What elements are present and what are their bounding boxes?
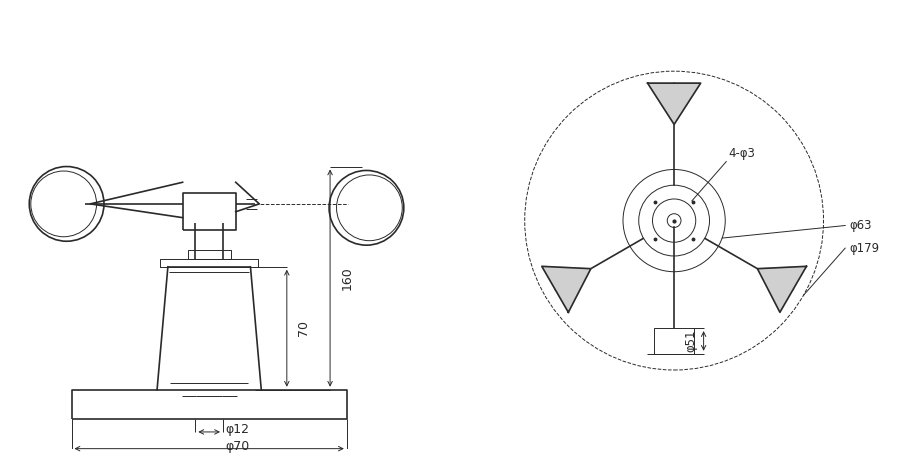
Text: 160: 160 <box>341 266 354 290</box>
Polygon shape <box>648 83 701 124</box>
Polygon shape <box>758 266 806 312</box>
Text: φ70: φ70 <box>225 440 249 453</box>
Text: φ12: φ12 <box>225 424 249 436</box>
Text: φ179: φ179 <box>849 242 879 255</box>
Polygon shape <box>542 266 590 312</box>
Text: φ51: φ51 <box>684 330 697 352</box>
Text: φ63: φ63 <box>849 219 871 232</box>
Text: 4-φ3: 4-φ3 <box>728 147 755 160</box>
Text: 70: 70 <box>297 320 310 336</box>
